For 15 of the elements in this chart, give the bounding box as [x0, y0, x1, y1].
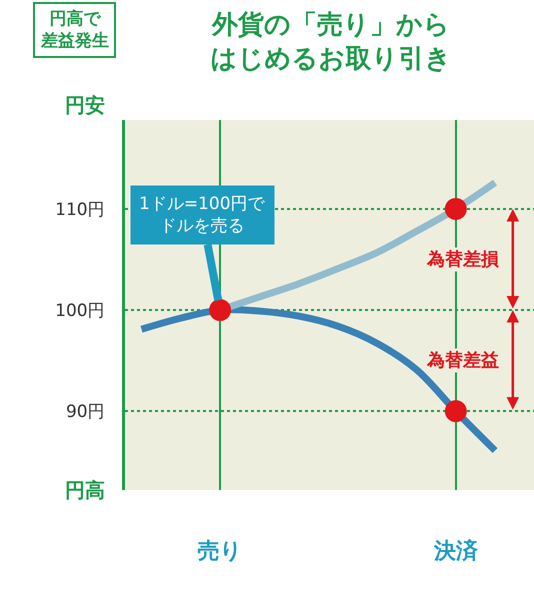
- y-tick-label: 100円: [55, 301, 105, 321]
- x-tick-label: 決済: [432, 538, 479, 564]
- annotation: 為替差損: [426, 249, 499, 270]
- point: [444, 400, 467, 422]
- y-tick-label: 110円: [55, 200, 105, 220]
- text: 円高で差益発生: [40, 9, 109, 52]
- text: 円安: [65, 93, 105, 117]
- annotation: 1ドル=100円でドルを売る: [139, 194, 266, 236]
- y-tick-label: 90円: [66, 402, 105, 422]
- text: 円高: [65, 478, 105, 502]
- chart-title: 外貨の「売り」からはじめるお取り引き: [210, 10, 452, 74]
- x-tick-label: 売り: [198, 539, 243, 564]
- point: [444, 198, 467, 220]
- point: [209, 299, 232, 322]
- annotation: 為替差益: [426, 350, 499, 371]
